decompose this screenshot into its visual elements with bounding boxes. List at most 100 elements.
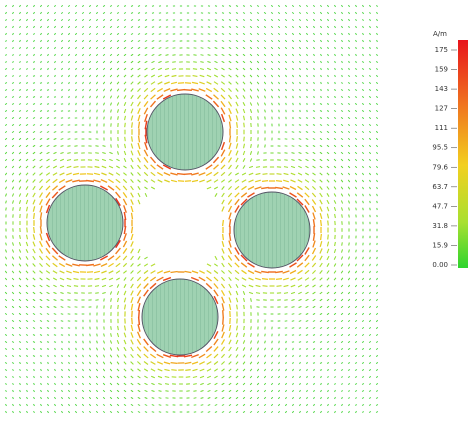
field-arrow: [221, 67, 225, 71]
field-arrow: [33, 403, 35, 407]
field-arrow: [102, 53, 106, 57]
field-arrow: [130, 346, 134, 352]
field-arrow: [12, 39, 14, 43]
field-arrow: [306, 368, 308, 372]
field-arrow: [369, 256, 371, 260]
field-arrow: [163, 87, 171, 93]
field-arrow: [319, 158, 323, 162]
field-arrow: [200, 61, 204, 63]
field-arrow: [326, 117, 330, 119]
field-arrow: [109, 354, 113, 358]
field-arrow: [256, 74, 260, 78]
field-arrow: [130, 192, 134, 198]
field-arrow: [137, 67, 141, 71]
field-arrow: [25, 179, 29, 183]
field-arrow: [313, 95, 315, 99]
field-arrow: [40, 39, 42, 43]
field-arrow: [19, 206, 21, 212]
field-arrow: [11, 312, 15, 316]
field-arrow: [283, 284, 289, 288]
field-arrow: [271, 74, 273, 78]
field-arrow: [45, 232, 51, 242]
field-arrow: [292, 88, 294, 92]
field-arrow: [18, 137, 22, 141]
field-arrow: [214, 389, 218, 393]
field-arrow: [261, 270, 269, 274]
field-arrow: [256, 382, 260, 386]
field-arrow: [99, 185, 109, 191]
field-arrow: [319, 131, 323, 133]
field-arrow: [82, 102, 84, 106]
field-arrow: [340, 390, 344, 392]
field-arrow: [236, 304, 238, 310]
field-arrow: [249, 354, 253, 358]
field-arrow: [311, 199, 317, 205]
field-arrow: [11, 355, 15, 357]
field-arrow: [47, 389, 49, 393]
field-arrow: [376, 305, 378, 309]
field-arrow: [297, 172, 303, 176]
field-arrow: [221, 199, 225, 205]
field-arrow: [86, 173, 94, 175]
field-arrow: [220, 289, 226, 297]
field-arrow: [46, 165, 50, 169]
field-arrow: [67, 292, 71, 294]
field-arrow: [11, 61, 15, 63]
field-arrow: [151, 33, 155, 35]
field-arrow: [319, 362, 323, 364]
field-arrow: [249, 81, 253, 85]
field-arrow: [242, 60, 246, 64]
field-arrow: [95, 403, 99, 407]
field-arrow: [137, 108, 141, 114]
field-arrow: [32, 362, 36, 364]
field-arrow: [220, 179, 226, 183]
field-arrow: [271, 354, 273, 358]
field-arrow: [334, 60, 336, 64]
field-arrow: [334, 403, 336, 407]
field-arrow: [32, 348, 36, 350]
field-arrow: [18, 256, 22, 260]
field-arrow: [369, 284, 371, 288]
field-arrow: [298, 18, 302, 22]
field-arrow: [326, 270, 330, 274]
field-arrow: [333, 200, 337, 204]
field-arrow: [354, 362, 358, 364]
field-arrow: [340, 312, 344, 316]
field-arrow: [199, 270, 205, 274]
field-arrow: [137, 101, 141, 107]
field-arrow: [18, 242, 22, 246]
field-arrow: [277, 53, 281, 57]
field-arrow: [60, 299, 64, 301]
field-arrow: [228, 46, 232, 50]
field-arrow: [11, 291, 15, 295]
field-arrow: [39, 131, 43, 133]
field-arrow: [18, 117, 22, 119]
field-arrow: [341, 4, 343, 8]
field-arrow: [271, 361, 273, 365]
field-arrow: [74, 25, 78, 29]
field-arrow: [247, 262, 255, 268]
field-arrow: [242, 396, 246, 400]
field-arrow: [123, 233, 127, 241]
field-arrow: [354, 284, 358, 288]
field-arrow: [52, 270, 58, 274]
field-arrow: [137, 60, 141, 64]
field-arrow: [285, 74, 287, 78]
field-arrow: [88, 32, 92, 36]
field-arrow: [340, 348, 344, 350]
field-arrow: [32, 172, 36, 176]
field-arrow: [361, 404, 365, 406]
field-arrow: [144, 113, 148, 123]
field-arrow: [150, 263, 156, 267]
field-arrow: [306, 67, 308, 71]
field-arrow: [368, 411, 372, 413]
field-arrow: [278, 81, 280, 85]
field-arrow: [355, 32, 357, 36]
field-arrow: [326, 4, 330, 8]
field-arrow: [376, 263, 378, 267]
field-arrow: [278, 109, 280, 113]
field-arrow: [32, 341, 36, 343]
field-arrow: [285, 102, 287, 106]
field-arrow: [242, 74, 246, 78]
field-arrow: [228, 283, 232, 289]
